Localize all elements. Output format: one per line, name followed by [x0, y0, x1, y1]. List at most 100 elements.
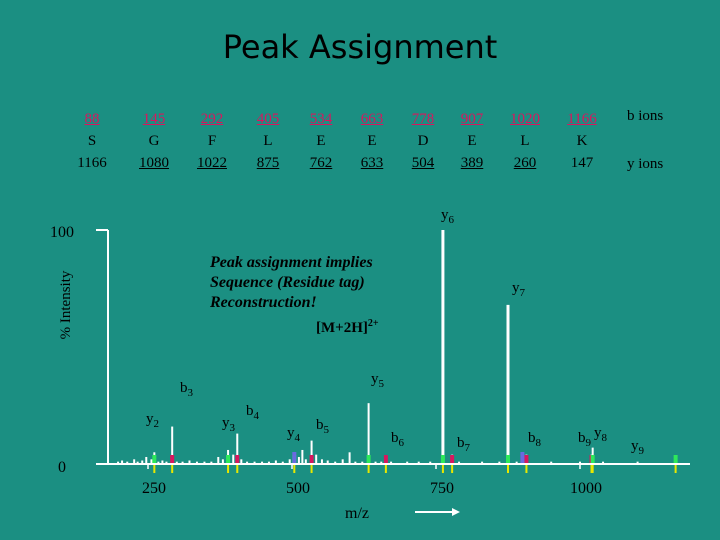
minor-peak: [267, 461, 270, 464]
ion-marker: [309, 455, 314, 463]
x-axis-arrowhead: [452, 508, 460, 516]
ion-tick: [227, 465, 230, 473]
ion-marker: [152, 455, 157, 463]
peak-label-sub: 6: [449, 214, 455, 226]
ion-tick: [590, 465, 593, 473]
minor-peak: [221, 459, 224, 464]
b-ion-mass: 778: [411, 111, 435, 127]
peak-label-sub: 5: [379, 378, 385, 390]
ion-marker: [366, 455, 371, 463]
peak-label: b3: [180, 380, 194, 399]
precursor-label: [M+2H]2+: [316, 318, 379, 337]
peak-label: b7: [457, 435, 471, 454]
precursor-charge: 2+: [367, 318, 379, 329]
minor-peak: [481, 461, 484, 464]
peak-label-sub: 9: [586, 437, 592, 449]
ion-tick: [674, 465, 677, 473]
labeled-peak: [171, 426, 174, 464]
minor-peak: [498, 461, 501, 464]
callout-line: Reconstruction!: [210, 294, 317, 311]
ion-column: 88 S 1166: [57, 108, 127, 174]
page-title: Peak Assignment: [222, 28, 498, 66]
ion-column: 663 E 633: [337, 108, 407, 174]
b-ion-mass: 88: [84, 111, 100, 127]
peak-label-sub: 9: [639, 445, 645, 457]
minor-peak: [210, 461, 213, 464]
y-ion-mass: 633: [360, 155, 384, 171]
minor-peak: [150, 459, 153, 464]
blue-marker: [520, 452, 525, 463]
minor-peak: [203, 461, 206, 464]
minor-peak: [157, 461, 160, 464]
chart-peaks: [117, 230, 678, 473]
minor-peak: [288, 459, 291, 464]
y-ion-mass: 1080: [139, 155, 169, 171]
peak-label-sub: 3: [230, 422, 236, 434]
x-tick-label: 750: [430, 480, 454, 497]
minor-peak: [326, 460, 329, 464]
ion-marker: [590, 455, 595, 463]
y-ion-mass: 147: [570, 155, 594, 171]
callout-line: Peak assignment implies: [210, 254, 373, 271]
minor-peak: [515, 461, 518, 464]
minor-peak: [246, 461, 249, 464]
b-ion-mass: 1166: [567, 111, 597, 127]
peak-label: y7: [512, 280, 526, 299]
minor-peak: [217, 456, 220, 464]
b-ion-mass: 1020: [510, 111, 540, 127]
x-tick-label: 500: [286, 480, 310, 497]
residue: L: [520, 133, 530, 149]
b-ion-mass: 405: [256, 111, 280, 127]
peak-label-sub: 8: [602, 432, 608, 444]
ion-tick: [367, 465, 370, 473]
minor-peak: [354, 461, 357, 464]
ion-marker: [235, 455, 240, 463]
x-tick-label: 250: [142, 480, 166, 497]
residue: K: [576, 133, 588, 149]
peak-label-sub: 7: [520, 287, 526, 299]
ion-tick: [310, 465, 313, 473]
callout-line: Sequence (Residue tag): [210, 274, 365, 291]
ion-tick: [591, 465, 594, 473]
minor-peak: [334, 461, 337, 464]
residue: E: [467, 133, 477, 149]
minor-peak: [458, 461, 461, 464]
minor-peak: [341, 459, 344, 464]
ion-marker: [383, 455, 388, 463]
b-ion-mass: 663: [360, 111, 384, 127]
peak-label: b8: [528, 430, 542, 449]
ion-tick: [451, 465, 454, 473]
ion-marker: [450, 455, 455, 463]
ion-marker: [226, 455, 231, 463]
minor-peak: [126, 461, 129, 464]
minor-peak: [304, 459, 307, 464]
peak-label-sub: 7: [465, 442, 471, 454]
ion-column: 1020 L 260: [490, 108, 560, 174]
peak-label: b6: [391, 430, 405, 449]
minor-peak: [602, 461, 605, 464]
y-ion-mass: 389: [460, 155, 484, 171]
residue: F: [207, 133, 217, 149]
peak-label: y9: [631, 438, 645, 457]
ion-tick: [171, 465, 174, 473]
b-ion-mass: 292: [200, 111, 224, 127]
b-ion-mass: 907: [460, 111, 484, 127]
minor-peak: [297, 456, 300, 464]
minor-peak: [429, 461, 432, 464]
minor-peak: [281, 461, 284, 464]
minor-peak: [165, 461, 168, 464]
labeled-peak: [310, 440, 313, 464]
ion-column: 1166 K 147: [547, 108, 617, 174]
minor-peak: [188, 460, 191, 464]
peak-label: y3: [222, 415, 236, 434]
residue: L: [263, 133, 273, 149]
ion-marker: [673, 455, 678, 463]
precursor-label-text: [M+2H]: [316, 320, 368, 336]
ion-tick: [236, 465, 239, 473]
ion-column: 292 F 1022: [177, 108, 247, 174]
ion-marker: [170, 455, 175, 463]
minor-peak: [117, 461, 120, 464]
y-tick-label: 100: [50, 224, 74, 241]
minor-peak: [406, 461, 409, 464]
